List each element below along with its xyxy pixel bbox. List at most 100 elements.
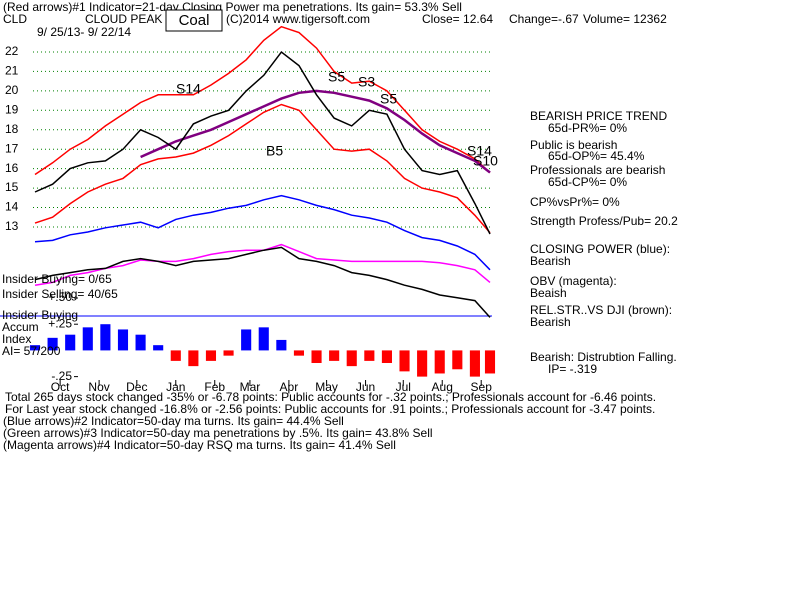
footer-text: Total 265 days stock changed -35% or -6.… [5,390,656,404]
y-tick-label: 20 [5,83,19,97]
bar [100,324,111,351]
series-line [34,103,491,234]
y-tick-label: 13 [5,219,19,233]
status-text: CP%vsPr%= 0% [530,195,620,209]
status-text: Strength Profess/Pub= 20.2 [530,214,678,228]
y-tick-label: 15 [5,180,19,194]
signal-label: B5 [266,143,283,159]
bar [135,334,146,351]
status-text: BEARISH PRICE TREND [530,109,667,123]
y-tick-label: 18 [5,122,19,136]
volume: Volume= 12362 [583,12,667,26]
y-tick-label: -.25 [51,369,72,383]
footer-text: (Blue arrows)#2 Indicator=50-day ma turn… [3,414,344,428]
x-tick-label: Mar [240,380,261,394]
x-tick-label: Jul [396,380,411,394]
change: Change=-.67 [509,12,579,26]
insider-text: Insider Selling= 40/65 [2,287,118,301]
signal-label: S14 [467,143,492,159]
bar [434,350,445,374]
status-text: REL.STR..VS DJI (brown): [530,303,672,317]
insider-text: Accum [2,320,39,334]
footer-text: (Magenta arrows)#4 Indicator=50-day RSQ … [3,438,396,452]
x-tick-label: Aug [432,380,453,394]
y-tick-label: +.25 [48,316,72,330]
bar [399,350,410,372]
x-tick-label: Sep [471,380,493,394]
bar [117,329,129,351]
bar [346,350,357,367]
insider-text: Index [2,332,31,346]
bar [258,327,269,351]
series-line [34,246,491,318]
signal-label: S3 [358,74,375,90]
y-tick-label: 14 [5,200,19,214]
series-line [34,194,491,271]
x-tick-label: May [315,380,338,394]
bar [47,337,58,351]
status-text: Bearish [530,254,571,268]
y-tick-label: 19 [5,102,19,116]
footer-text: (Green arrows)#3 Indicator=50-day ma pen… [3,426,433,440]
group-box [165,9,223,32]
status-text: 65d-PR%= 0% [548,121,627,135]
bar [452,350,463,370]
signal-label: S14 [176,81,201,97]
bar [29,345,41,351]
bar [293,350,305,356]
y-tick-label: 22 [5,44,19,58]
date-range: 9/ 25/13- 9/ 22/14 [37,25,131,39]
insider-text: AI= 57/200 [2,344,61,358]
insider-text: Insider Buying= 0/65 [2,272,112,286]
series-line [34,25,491,176]
copyright: (C)2014 www.tigersoft.com [226,12,370,26]
signal-label: S10 [473,153,498,169]
y-tick-label: 16 [5,161,19,175]
bar [188,350,199,367]
x-tick-label: Dec [126,380,147,394]
status-text: 65d-OP%= 45.4% [548,149,645,163]
x-tick-label: Oct [51,380,70,394]
bar [381,350,392,363]
symbol: CLD [3,12,27,26]
bar [241,329,252,351]
bar [469,350,480,377]
close: Close= 12.64 [422,12,493,26]
group: Coal [179,12,210,29]
bar [484,350,496,374]
status-text: Beaish [530,286,567,300]
bar [223,350,234,356]
status-text: 65d-CP%= 0% [548,175,627,189]
y-tick-label: 21 [5,64,19,78]
series-line [140,89,491,174]
x-tick-label: Apr [280,380,299,394]
bar [153,345,164,351]
insider-text: Insider Buying [2,308,78,322]
bar [276,339,287,351]
x-tick-label: Nov [88,380,109,394]
status-text: Bearish [530,315,571,329]
bar [65,334,76,351]
company: CLOUD PEAK [85,12,162,26]
status-text: Professionals are bearish [530,163,665,177]
signal-label: S5 [380,91,397,107]
status-text: Bearish: Distrubtion Falling. [530,350,677,364]
y-tick-label: +.50 [48,290,72,304]
footer-text: For Last year stock changed -16.8% or -2… [5,402,655,416]
bar [364,350,375,361]
indicator-line: (Red arrows)#1 Indicator=21-day Closing … [3,0,462,14]
bar [417,350,428,377]
x-tick-label: Feb [204,380,225,394]
status-text: Public is bearish [530,138,617,152]
status-text: CLOSING POWER (blue): [530,242,670,256]
series-line [34,50,491,235]
bar [170,350,181,361]
bar [311,350,322,363]
signal-label: S5 [328,69,345,85]
status-text: OBV (magenta): [530,274,617,288]
bar [205,350,217,361]
bar [82,327,93,351]
x-tick-label: Jan [166,380,185,394]
